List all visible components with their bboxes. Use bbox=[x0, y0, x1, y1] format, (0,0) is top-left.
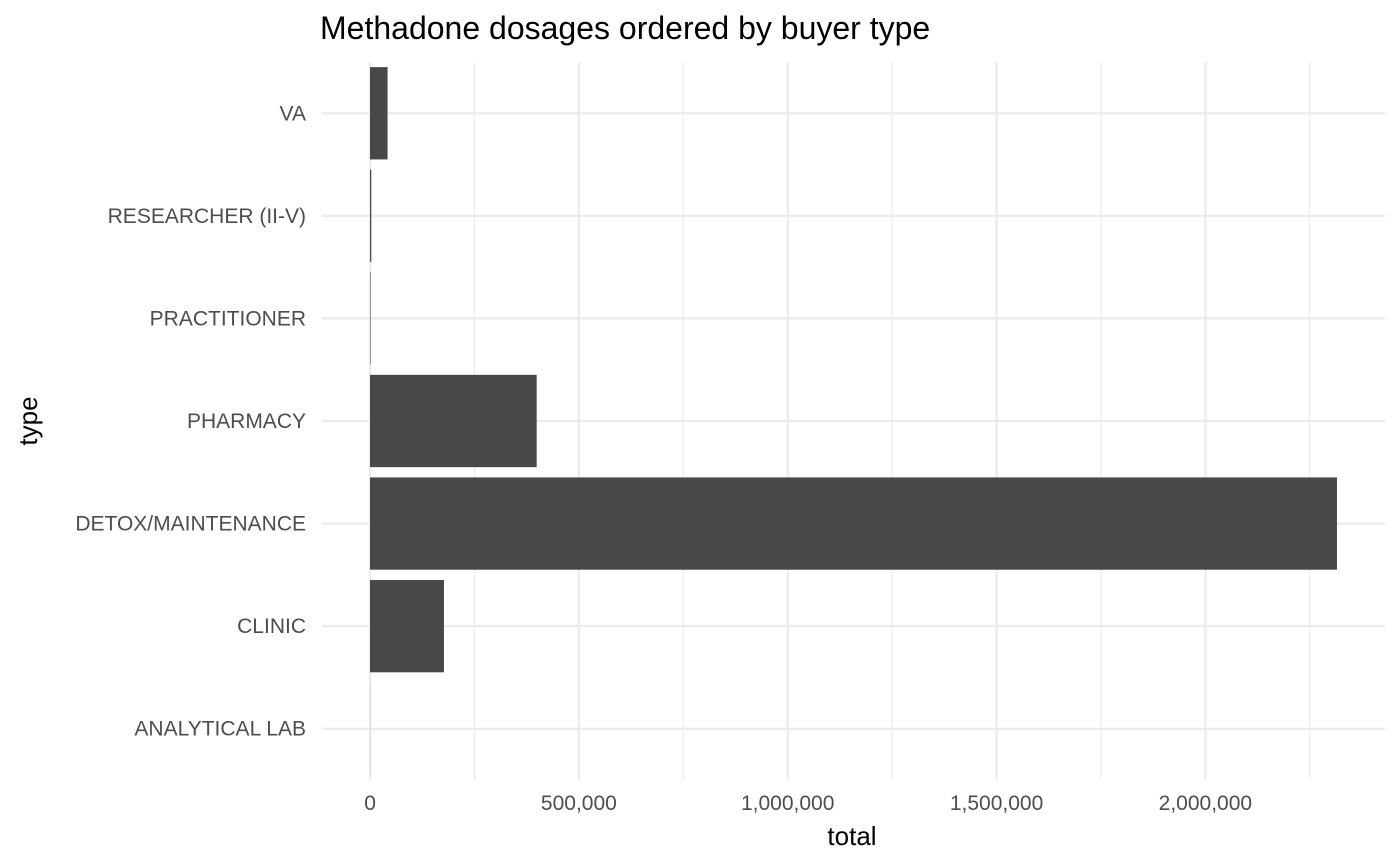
y-tick-label: DETOX/MAINTENANCE bbox=[75, 513, 306, 536]
x-tick-labels: 0 500,000 1,000,000 1,500,000 2,000,000 bbox=[364, 792, 1252, 815]
bar-pharmacy bbox=[370, 374, 537, 468]
bar-practitioner bbox=[370, 272, 371, 365]
y-tick-label: ANALYTICAL LAB bbox=[134, 718, 306, 741]
bars bbox=[370, 67, 1337, 775]
y-tick-label: PHARMACY bbox=[187, 410, 306, 433]
x-tick-label: 0 bbox=[364, 792, 376, 815]
bar-va bbox=[370, 67, 388, 160]
y-tick-label: PRACTITIONER bbox=[150, 307, 306, 330]
y-tick-label: CLINIC bbox=[237, 615, 306, 638]
x-tick-label: 500,000 bbox=[541, 792, 617, 815]
y-tick-labels: ANALYTICAL LAB CLINIC DETOX/MAINTENANCE PHA… bbox=[75, 102, 306, 740]
x-tick-label: 1,500,000 bbox=[950, 792, 1043, 815]
x-axis-title: total bbox=[827, 821, 876, 851]
y-axis-title: type bbox=[13, 396, 43, 445]
x-tick-label: 2,000,000 bbox=[1159, 792, 1252, 815]
bar-researcher-ii-v bbox=[370, 169, 372, 263]
y-tick-label: VA bbox=[280, 102, 306, 125]
chart-title: Methadone dosages ordered by buyer type bbox=[320, 10, 930, 46]
bar-clinic bbox=[370, 579, 444, 673]
y-tick-label: RESEARCHER (II-V) bbox=[108, 205, 306, 228]
x-tick-label: 1,000,000 bbox=[741, 792, 834, 815]
bar-detox-maintenance bbox=[370, 477, 1337, 570]
